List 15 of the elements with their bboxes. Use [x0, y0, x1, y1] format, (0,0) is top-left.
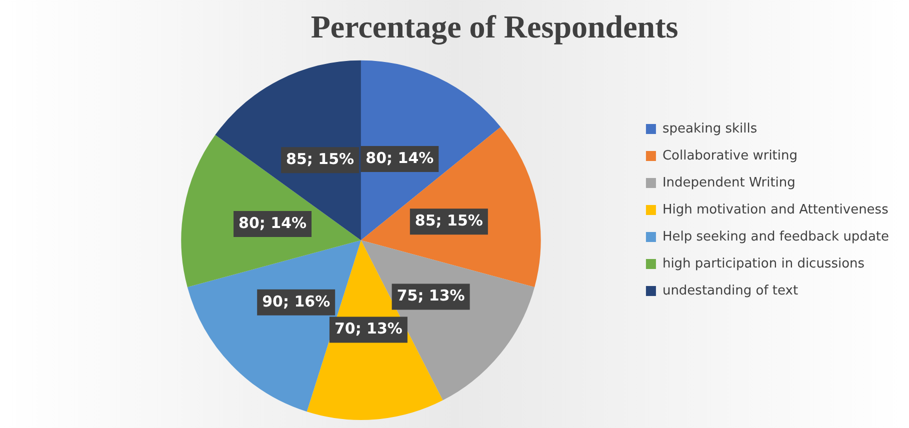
legend-label: Collaborative writing	[662, 148, 798, 164]
chart-title: Percentage of Respondents	[310, 8, 678, 46]
data-label: 75; 13%	[396, 286, 465, 305]
legend-label: Independent Writing	[662, 175, 796, 190]
legend-label: high participation in dicussions	[662, 256, 865, 272]
legend-label: High motivation and Attentiveness	[662, 202, 889, 218]
data-label: 70; 13%	[334, 320, 402, 338]
data-label: 85; 15%	[286, 150, 354, 168]
legend-label: speaking skills	[662, 121, 758, 136]
data-label: 80; 14%	[238, 214, 307, 232]
data-label: 80; 14%	[366, 148, 434, 167]
data-label: 85; 15%	[414, 211, 483, 230]
legend-label: undestanding of text	[662, 283, 798, 298]
data-label: 90; 16%	[262, 292, 330, 310]
legend-label: Help seeking and feedback update	[662, 229, 890, 244]
